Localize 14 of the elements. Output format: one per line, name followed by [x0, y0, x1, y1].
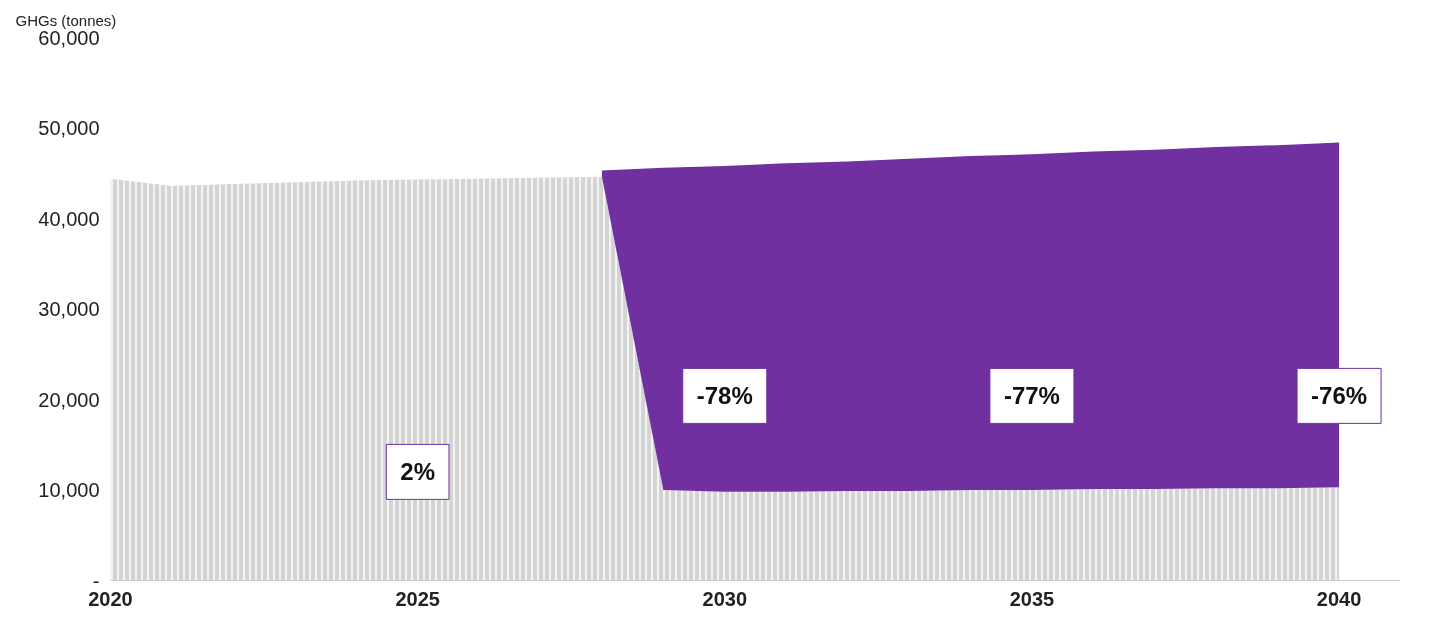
x-tick-label: 2035	[1009, 587, 1055, 610]
x-tick-label: 2025	[395, 587, 440, 610]
annotation: -77%	[1003, 382, 1060, 410]
y-tick-label: 30,000	[38, 298, 100, 320]
y-axis-title: GHGs (tonnes)	[15, 11, 117, 29]
x-tick-label: 2040	[1316, 587, 1362, 610]
y-tick-label: 10,000	[38, 479, 100, 501]
y-tick-label: 50,000	[38, 117, 100, 139]
annotation: -78%	[696, 382, 753, 410]
y-tick-label: 20,000	[38, 388, 100, 411]
annotation: -76%	[1311, 382, 1368, 410]
y-tick-label: 40,000	[38, 207, 100, 230]
annotation: 2%	[400, 458, 435, 486]
x-tick-label: 2030	[702, 587, 748, 610]
